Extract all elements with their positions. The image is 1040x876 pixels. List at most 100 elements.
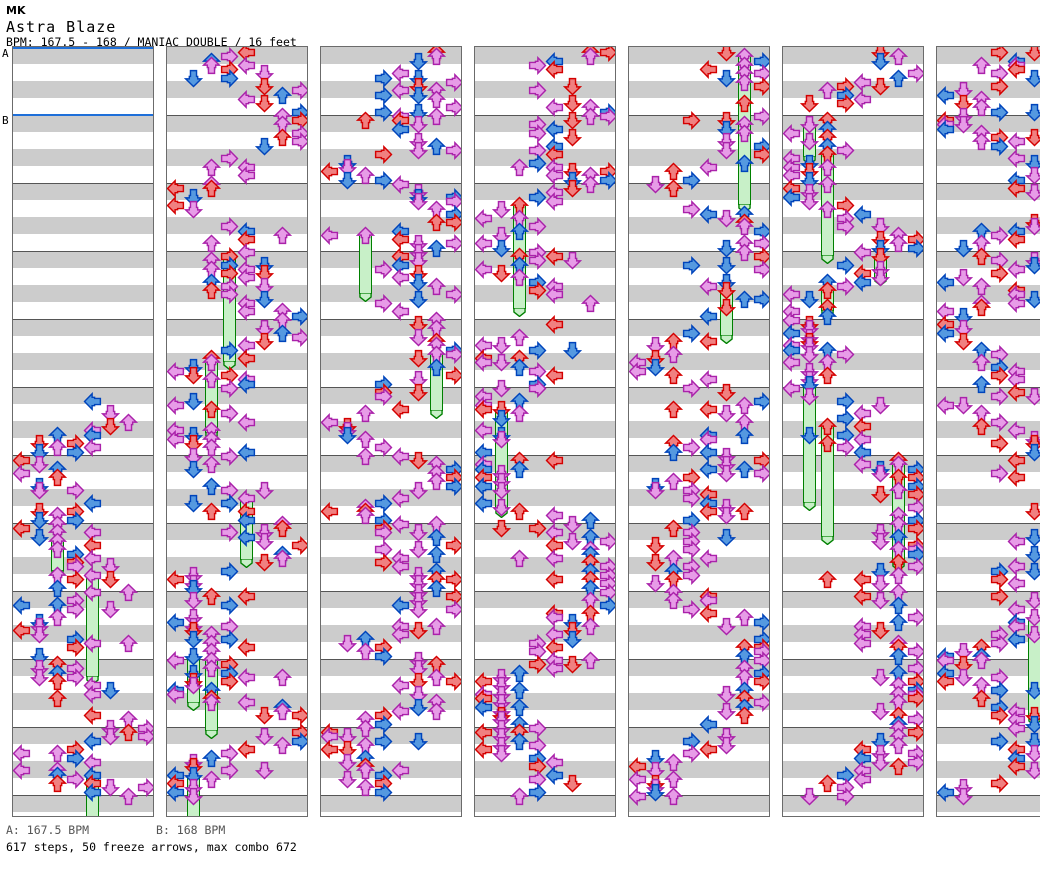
- note-arrow[interactable]: [937, 323, 955, 343]
- note-arrow[interactable]: [528, 519, 547, 538]
- note-arrow[interactable]: [545, 166, 564, 186]
- note-arrow[interactable]: [563, 655, 583, 674]
- note-arrow[interactable]: [563, 77, 583, 96]
- note-arrow[interactable]: [409, 451, 429, 470]
- note-arrow[interactable]: [699, 548, 718, 568]
- note-arrow[interactable]: [563, 94, 583, 113]
- note-arrow[interactable]: [492, 336, 512, 355]
- note-arrow[interactable]: [699, 740, 718, 759]
- note-arrow[interactable]: [871, 702, 891, 721]
- note-arrow[interactable]: [888, 69, 908, 88]
- note-arrow[interactable]: [699, 459, 718, 479]
- note-arrow[interactable]: [83, 684, 102, 704]
- note-arrow[interactable]: [682, 323, 701, 343]
- note-arrow[interactable]: [937, 672, 955, 691]
- note-arrow[interactable]: [30, 625, 50, 644]
- note-arrow[interactable]: [391, 514, 410, 534]
- note-arrow[interactable]: [237, 268, 256, 288]
- note-arrow[interactable]: [663, 400, 683, 419]
- note-arrow[interactable]: [272, 324, 292, 343]
- note-arrow[interactable]: [1025, 562, 1040, 581]
- chart-column-5[interactable]: [628, 46, 770, 817]
- note-arrow[interactable]: [338, 770, 358, 789]
- note-arrow[interactable]: [409, 349, 429, 368]
- note-arrow[interactable]: [580, 511, 600, 530]
- note-arrow[interactable]: [888, 234, 908, 253]
- note-arrow[interactable]: [545, 247, 564, 266]
- note-arrow[interactable]: [167, 429, 185, 449]
- note-arrow[interactable]: [201, 770, 221, 789]
- note-arrow[interactable]: [101, 681, 121, 700]
- note-arrow[interactable]: [220, 629, 239, 649]
- note-arrow[interactable]: [13, 761, 31, 781]
- note-arrow[interactable]: [426, 528, 446, 547]
- note-arrow[interactable]: [836, 217, 855, 237]
- note-arrow[interactable]: [907, 642, 923, 662]
- note-arrow[interactable]: [545, 285, 564, 305]
- note-arrow[interactable]: [545, 506, 564, 526]
- note-arrow[interactable]: [990, 570, 1009, 589]
- note-arrow[interactable]: [30, 511, 50, 530]
- note-arrow[interactable]: [528, 153, 547, 173]
- note-arrow[interactable]: [580, 47, 600, 66]
- note-arrow[interactable]: [355, 404, 375, 423]
- note-arrow[interactable]: [907, 752, 923, 772]
- note-arrow[interactable]: [47, 579, 67, 598]
- note-arrow[interactable]: [492, 744, 512, 763]
- note-arrow[interactable]: [682, 255, 701, 275]
- note-arrow[interactable]: [1007, 259, 1026, 279]
- note-arrow[interactable]: [167, 361, 185, 381]
- note-arrow[interactable]: [409, 103, 429, 122]
- note-arrow[interactable]: [255, 64, 275, 83]
- note-arrow[interactable]: [291, 731, 307, 751]
- note-arrow[interactable]: [990, 680, 1009, 700]
- note-arrow[interactable]: [753, 145, 769, 164]
- note-arrow[interactable]: [699, 400, 718, 419]
- note-arrow[interactable]: [528, 55, 547, 75]
- note-arrow[interactable]: [888, 481, 908, 500]
- note-arrow[interactable]: [445, 98, 461, 118]
- note-arrow[interactable]: [66, 442, 85, 462]
- note-arrow[interactable]: [201, 281, 221, 300]
- note-arrow[interactable]: [291, 81, 307, 101]
- note-arrow[interactable]: [475, 400, 493, 419]
- note-arrow[interactable]: [1025, 154, 1040, 173]
- note-arrow[interactable]: [954, 787, 974, 806]
- note-arrow[interactable]: [445, 285, 461, 305]
- note-arrow[interactable]: [836, 94, 855, 113]
- note-arrow[interactable]: [646, 783, 666, 802]
- freeze-arrow-head[interactable]: [800, 115, 820, 134]
- note-arrow[interactable]: [563, 179, 583, 198]
- note-arrow[interactable]: [409, 328, 429, 347]
- note-arrow[interactable]: [184, 591, 204, 610]
- note-arrow[interactable]: [528, 251, 547, 271]
- note-arrow[interactable]: [971, 277, 991, 296]
- note-arrow[interactable]: [1025, 69, 1040, 88]
- freeze-arrow-head[interactable]: [1025, 608, 1040, 627]
- note-arrow[interactable]: [184, 392, 204, 411]
- note-arrow[interactable]: [83, 493, 102, 513]
- note-arrow[interactable]: [118, 634, 138, 653]
- note-arrow[interactable]: [220, 672, 239, 691]
- note-arrow[interactable]: [545, 659, 564, 679]
- note-arrow[interactable]: [47, 744, 67, 763]
- freeze-arrow-head[interactable]: [871, 247, 891, 266]
- note-arrow[interactable]: [167, 179, 185, 198]
- note-arrow[interactable]: [237, 740, 256, 759]
- note-arrow[interactable]: [646, 553, 666, 572]
- note-arrow[interactable]: [272, 128, 292, 147]
- note-arrow[interactable]: [753, 612, 769, 632]
- note-arrow[interactable]: [391, 557, 410, 577]
- note-arrow[interactable]: [492, 409, 512, 428]
- note-arrow[interactable]: [255, 77, 275, 96]
- note-arrow[interactable]: [137, 727, 153, 747]
- note-arrow[interactable]: [66, 599, 85, 619]
- note-arrow[interactable]: [445, 344, 461, 364]
- note-arrow[interactable]: [717, 141, 737, 160]
- note-arrow[interactable]: [66, 570, 85, 589]
- note-arrow[interactable]: [528, 123, 547, 143]
- note-arrow[interactable]: [734, 73, 754, 92]
- note-arrow[interactable]: [492, 239, 512, 258]
- note-arrow[interactable]: [853, 204, 872, 224]
- note-arrow[interactable]: [990, 102, 1009, 122]
